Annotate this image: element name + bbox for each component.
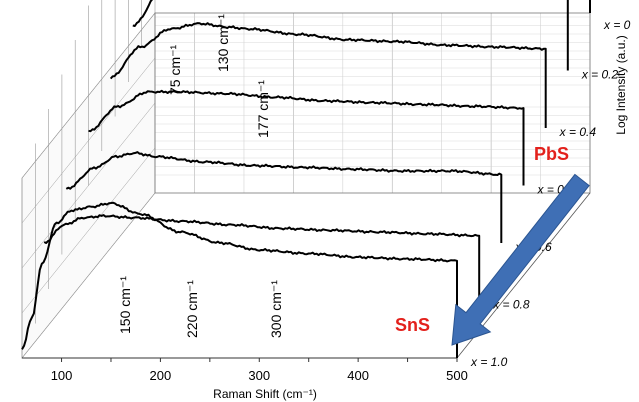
sns-label: SnS: [395, 315, 430, 335]
peak-annotations: 75 cm⁻¹ 130 cm⁻¹ 177 cm⁻¹ 150 cm⁻¹ 220 cm⁻¹ 3…: [117, 14, 284, 338]
x-tick-label: 100: [51, 368, 73, 383]
left-grid-diagonal: [21, 57, 156, 224]
x-tick-labels: 100 200 300 400 500: [51, 368, 468, 383]
x-tick-label: 500: [446, 368, 468, 383]
series-group: [21, 0, 591, 358]
series-line-x10: [21, 201, 458, 358]
x-tick-label: 200: [150, 368, 172, 383]
y-axis-title: Log Intensity (a.u.): [614, 35, 628, 134]
grid-lines: [21, 0, 591, 359]
composition-label: x = 0.2: [581, 68, 619, 82]
composition-label: x = 0.4: [559, 125, 597, 139]
peak-label: 130 cm⁻¹: [215, 14, 231, 72]
x-tick-label: 300: [248, 368, 270, 383]
composition-label: x = 1.0: [470, 355, 508, 369]
peak-label: 300 cm⁻¹: [268, 280, 284, 338]
back-wall-frame: [154, 12, 591, 194]
left-grid-diagonal: [21, 192, 156, 359]
left-grid-diagonal: [21, 102, 156, 269]
left-grid-diagonal: [21, 12, 156, 179]
composition-arrow: [451, 173, 590, 346]
peak-label: 220 cm⁻¹: [184, 280, 200, 338]
composition-label: x = 0: [603, 18, 631, 32]
pbs-label: PbS: [534, 144, 569, 164]
left-grid-diagonal: [21, 147, 156, 314]
peak-label: 150 cm⁻¹: [117, 276, 133, 334]
peak-label: 177 cm⁻¹: [255, 80, 271, 138]
peak-label: 75 cm⁻¹: [167, 44, 183, 95]
composition-labels: x = 0x = 0.2x = 0.4x = 0.5x = 0.6x = 0.8…: [470, 18, 631, 369]
series-line-x05: [88, 89, 525, 186]
series-line-x0: [589, 0, 591, 13]
series-line-x02: [132, 0, 569, 71]
composition-label: x = 0.8: [492, 298, 530, 312]
series-line-x04: [109, 22, 547, 128]
series-line-x06: [65, 151, 503, 243]
x-axis-title: Raman Shift (cm⁻¹): [213, 387, 317, 401]
x-tick-label: 400: [347, 368, 369, 383]
series-line-x08: [43, 214, 481, 301]
